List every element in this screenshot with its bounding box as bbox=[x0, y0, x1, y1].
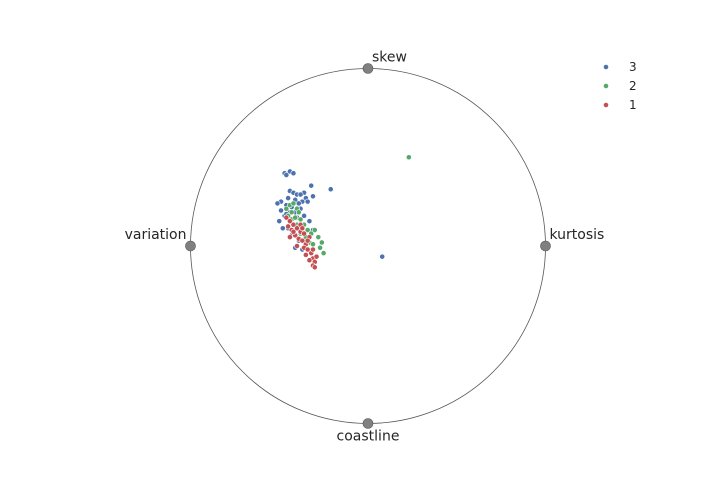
legend-marker-1 bbox=[603, 102, 609, 108]
anchor-label-coastline: coastline bbox=[337, 429, 400, 445]
data-point-series-1 bbox=[290, 221, 297, 228]
data-point-series-3 bbox=[304, 198, 311, 205]
data-point-series-1 bbox=[311, 264, 318, 271]
data-point-series-2 bbox=[288, 209, 295, 216]
data-point-series-3 bbox=[283, 172, 290, 178]
data-point-series-3 bbox=[285, 195, 292, 201]
data-point-series-1 bbox=[283, 214, 290, 221]
data-point-series-1 bbox=[290, 228, 297, 235]
data-point-series-3 bbox=[379, 253, 386, 260]
data-point-series-2 bbox=[405, 154, 412, 161]
anchor-marker-coastline bbox=[362, 418, 374, 429]
anchor-marker-skew bbox=[362, 63, 374, 74]
anchor-marker-kurtosis bbox=[540, 240, 551, 252]
data-point-series-3 bbox=[274, 200, 281, 207]
data-point-series-2 bbox=[290, 200, 297, 207]
data-point-series-1 bbox=[285, 223, 292, 230]
legend-label-1: 1 bbox=[629, 98, 637, 112]
data-point-series-3 bbox=[276, 218, 283, 225]
data-point-series-1 bbox=[286, 234, 293, 241]
data-point-series-2 bbox=[304, 227, 311, 233]
data-point-series-1 bbox=[294, 243, 300, 249]
anchor-label-skew: skew bbox=[372, 50, 407, 66]
data-point-series-3 bbox=[306, 218, 313, 225]
data-points bbox=[274, 154, 412, 271]
legend-label-2: 2 bbox=[629, 79, 637, 93]
data-point-series-3 bbox=[310, 193, 316, 200]
data-point-series-1 bbox=[306, 257, 313, 264]
data-point-series-2 bbox=[320, 250, 327, 256]
data-point-series-3 bbox=[308, 182, 315, 189]
data-point-series-3 bbox=[290, 170, 297, 177]
data-point-series-1 bbox=[304, 237, 311, 244]
anchor-marker-variation bbox=[185, 240, 196, 252]
data-point-series-2 bbox=[310, 241, 316, 248]
data-point-series-3 bbox=[297, 191, 304, 198]
radviz-circle bbox=[190, 68, 546, 424]
data-point-series-3 bbox=[327, 186, 334, 193]
legend-marker-3 bbox=[603, 64, 609, 70]
legend: 3 2 1 bbox=[603, 60, 637, 112]
data-point-series-2 bbox=[311, 227, 318, 233]
data-point-series-1 bbox=[286, 218, 293, 225]
legend-label-3: 3 bbox=[629, 60, 637, 74]
data-point-series-1 bbox=[310, 246, 316, 253]
data-point-series-1 bbox=[299, 225, 306, 232]
data-point-series-2 bbox=[315, 234, 322, 241]
anchor-label-variation: variation bbox=[125, 227, 187, 243]
legend-marker-2 bbox=[603, 83, 609, 89]
data-point-series-1 bbox=[313, 253, 320, 260]
data-point-series-1 bbox=[301, 230, 307, 237]
data-point-series-1 bbox=[302, 251, 309, 258]
data-point-series-3 bbox=[279, 225, 286, 232]
data-point-series-3 bbox=[278, 207, 284, 214]
data-point-series-2 bbox=[283, 205, 290, 212]
data-point-series-2 bbox=[292, 214, 299, 221]
plot-area: kurtosis skew variation coastline bbox=[125, 50, 605, 445]
data-point-series-2 bbox=[295, 209, 302, 216]
anchors: kurtosis skew variation coastline bbox=[125, 50, 605, 445]
data-point-series-3 bbox=[301, 212, 307, 219]
data-point-series-2 bbox=[297, 216, 304, 223]
data-point-series-2 bbox=[317, 244, 323, 251]
data-point-series-3 bbox=[295, 200, 302, 207]
data-point-series-2 bbox=[318, 239, 325, 246]
anchor-label-kurtosis: kurtosis bbox=[550, 227, 605, 243]
